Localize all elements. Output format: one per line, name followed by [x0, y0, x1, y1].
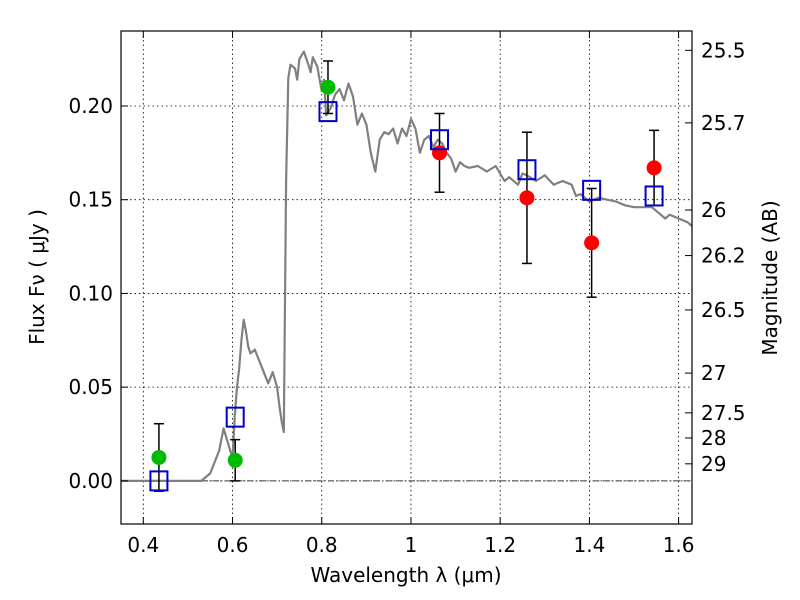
mag-tick-label: 27: [701, 361, 726, 385]
plot-border: [120, 30, 693, 525]
mag-tick-label: 27.5: [701, 401, 746, 425]
observed_green-point: [151, 449, 167, 465]
x-tick-label: 0.8: [306, 533, 338, 557]
observed_red-point: [646, 160, 662, 176]
model-photometry-square: [225, 406, 245, 428]
observed_green-point: [320, 79, 336, 95]
x-tick-label: 1.4: [573, 533, 605, 557]
x-tick-label: 0.4: [127, 533, 159, 557]
model-photometry-square: [644, 185, 664, 207]
plot-frame: [121, 31, 692, 524]
mag-tick-label: 26: [701, 198, 726, 222]
model-photometry-square: [517, 159, 537, 181]
mag-tick-label: 26.2: [701, 244, 746, 268]
model-photometry-square: [318, 101, 338, 123]
y-tick-label: 0.10: [68, 281, 113, 305]
x-tick-label: 1.2: [484, 533, 516, 557]
mag-tick-label: 28: [701, 426, 726, 450]
y-tick-label: 0.20: [68, 94, 113, 118]
mag-tick-label: 29: [701, 452, 726, 476]
observed_red-point: [432, 145, 448, 161]
mag-tick-label: 26.5: [701, 298, 746, 322]
y-tick-label: 0.00: [68, 469, 113, 493]
mag-tick-label: 25.7: [701, 111, 746, 135]
x-axis-label: Wavelength λ (μm): [310, 563, 501, 587]
tick-marks: 0.4 0.6 0.8 1 1.2 1.4 1.6 0.00 0.05 0.10 0.15 0.20 2…: [68, 31, 746, 557]
observed_green-point: [227, 452, 243, 468]
model-photometry-square: [430, 129, 450, 151]
x-tick-label: 0.6: [217, 533, 249, 557]
right-axis-label: Magnitude (AB): [758, 200, 782, 355]
x-tick-label: 1: [405, 533, 418, 557]
mag-tick-label: 25.5: [701, 38, 746, 62]
y-axis-label: Flux Fν ( μJy ): [25, 209, 49, 345]
spectrum-line: [121, 50, 693, 482]
model-photometry-square: [582, 179, 602, 201]
observed_red-point: [519, 190, 535, 206]
observed_red-point: [584, 235, 600, 251]
data-layer: [121, 50, 693, 492]
y-tick-label: 0.15: [68, 188, 113, 212]
x-tick-label: 1.6: [663, 533, 695, 557]
model-photometry-square: [149, 470, 169, 492]
y-tick-label: 0.05: [68, 375, 113, 399]
